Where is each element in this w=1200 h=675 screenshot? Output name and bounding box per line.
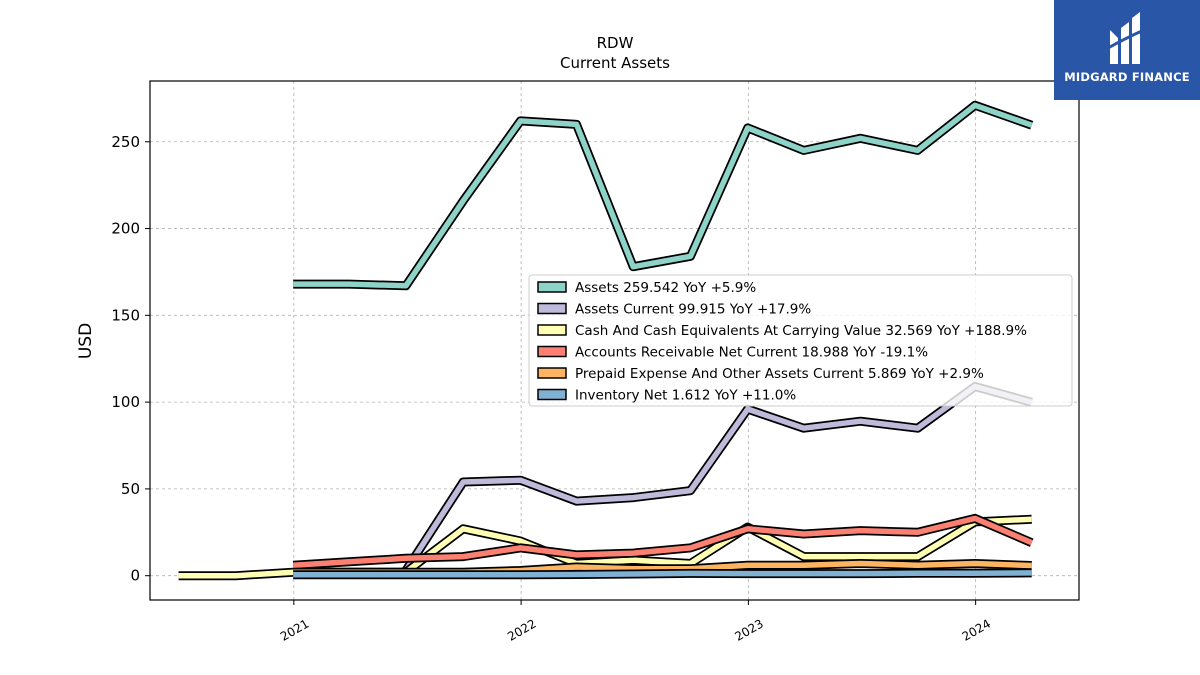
legend-swatch bbox=[537, 302, 567, 315]
legend-entry: Prepaid Expense And Other Assets Current… bbox=[575, 366, 984, 382]
legend-entry: Cash And Cash Equivalents At Carrying Va… bbox=[575, 323, 1027, 339]
legend-entry: Assets Current 99.915 YoY +17.9% bbox=[575, 302, 811, 318]
series-line bbox=[293, 570, 1032, 578]
y-tick-label: 50 bbox=[121, 480, 140, 498]
legend-entry: Accounts Receivable Net Current 18.988 Y… bbox=[575, 345, 928, 361]
y-axis-label: USD bbox=[76, 323, 96, 359]
legend-swatch bbox=[537, 367, 567, 379]
y-tick-label: 250 bbox=[111, 133, 140, 151]
chart-subtitle: Current Assets bbox=[560, 54, 670, 72]
x-tick-label: 2023 bbox=[732, 616, 765, 643]
y-tick-label: 100 bbox=[111, 393, 140, 411]
legend-swatch bbox=[537, 388, 567, 401]
legend-swatch bbox=[537, 281, 567, 293]
midgard-finance-logo: MIDGARD FINANCE bbox=[1054, 0, 1200, 100]
y-tick-label: 200 bbox=[111, 220, 140, 238]
logo-text: MIDGARD FINANCE bbox=[1064, 70, 1190, 84]
y-tick-label: 0 bbox=[130, 567, 140, 585]
legend-entry: Assets 259.542 YoY +5.9% bbox=[575, 280, 756, 296]
x-tick-label: 2021 bbox=[278, 616, 311, 643]
series-lines bbox=[178, 100, 1034, 581]
x-tick-label: 2022 bbox=[505, 616, 538, 643]
legend-swatch bbox=[537, 345, 567, 358]
plot-frame bbox=[149, 80, 1080, 601]
legend-swatch bbox=[537, 324, 567, 336]
y-tick-label: 150 bbox=[111, 306, 140, 324]
series-line bbox=[403, 383, 1033, 572]
legend-box bbox=[528, 274, 1073, 407]
legend-entry: Inventory Net 1.612 YoY +11.0% bbox=[575, 388, 796, 404]
series-line bbox=[293, 102, 1033, 289]
midgard-logo-icon bbox=[1107, 12, 1145, 64]
series-line bbox=[293, 515, 1033, 569]
chart-title: RDW bbox=[597, 34, 634, 52]
x-tick-label: 2024 bbox=[960, 616, 993, 643]
legend: Assets 259.542 YoY +5.9% Assets Current 9… bbox=[528, 274, 1073, 407]
